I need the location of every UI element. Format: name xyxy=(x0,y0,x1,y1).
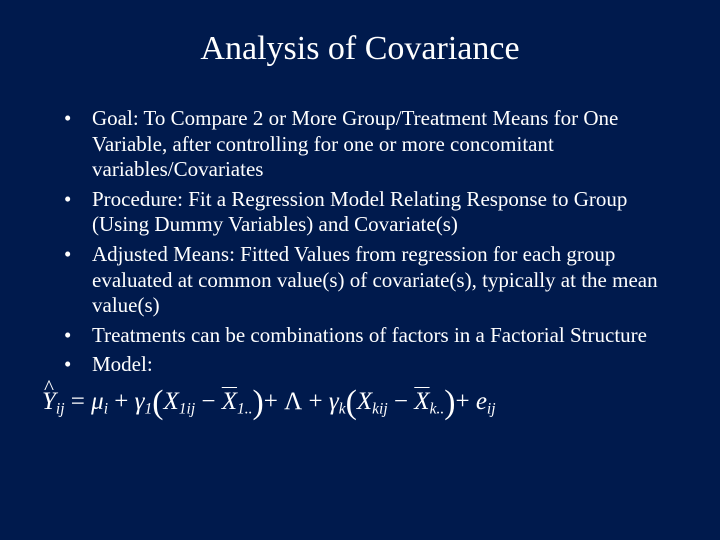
slide-title: Analysis of Covariance xyxy=(40,30,680,68)
bullet-item: Model: xyxy=(64,352,680,378)
slide: Analysis of Covariance Goal: To Compare … xyxy=(0,0,720,540)
bullet-item: Goal: To Compare 2 or More Group/Treatme… xyxy=(64,106,680,183)
bullet-item: Procedure: Fit a Regression Model Relati… xyxy=(64,187,680,238)
bullet-item: Adjusted Means: Fitted Values from regre… xyxy=(64,242,680,319)
bullet-list: Goal: To Compare 2 or More Group/Treatme… xyxy=(64,106,680,378)
model-equation: Yij = μi + γ1(X1ij − X1..)+ Λ + γk(Xkij … xyxy=(42,384,680,422)
bullet-item: Treatments can be combinations of factor… xyxy=(64,323,680,349)
